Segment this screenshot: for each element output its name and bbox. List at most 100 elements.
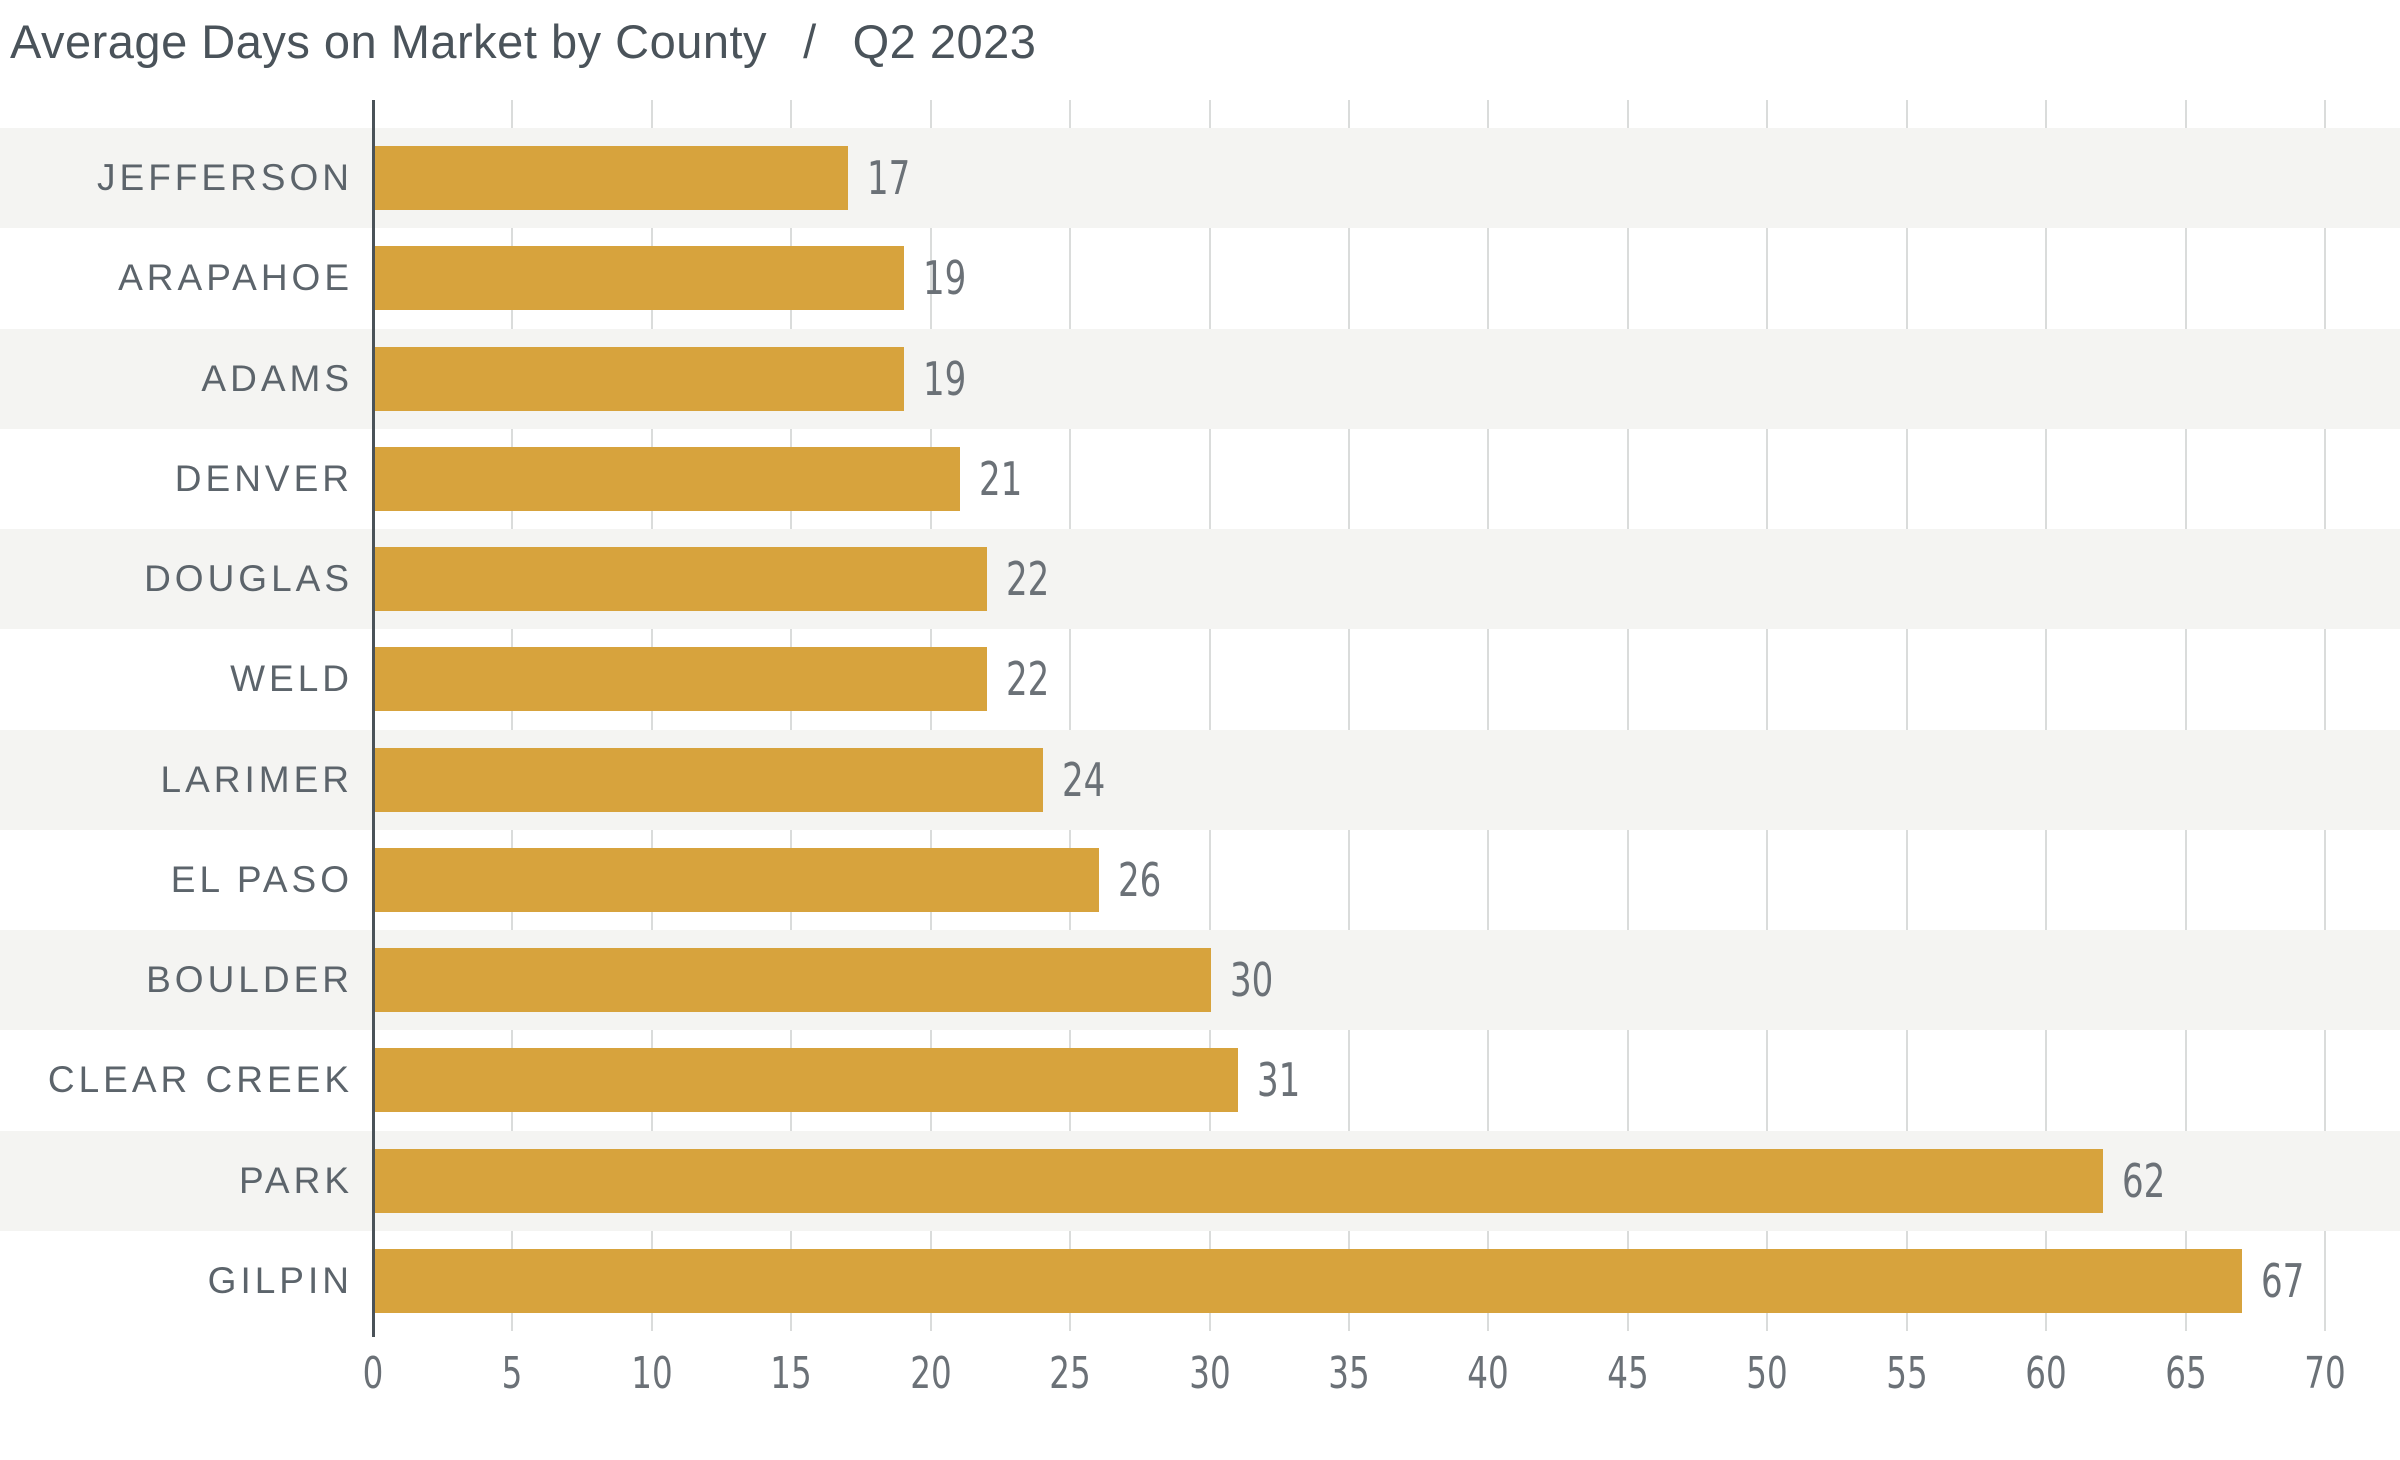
value-label: 30 [1230,930,1289,1030]
gridline [1069,100,1072,1331]
x-tick-label: 40 [1428,1348,1548,1399]
chart-row: ADAMS 19 [0,328,2400,429]
value-text: 22 [1006,552,1050,607]
value-label: 19 [923,228,982,328]
x-tick-label: 10 [592,1348,712,1399]
value-text: 31 [1257,1053,1301,1108]
gridline [511,100,514,1331]
value-text: 26 [1118,852,1162,907]
chart-row: ARAPAHOE 19 [0,228,2400,328]
chart-row: CLEAR CREEK 31 [0,1030,2400,1130]
county-label: JEFFERSON [97,157,353,199]
chart-row: EL PASO 26 [0,830,2400,930]
gridline [1766,100,1769,1331]
x-tick-label: 60 [1986,1348,2106,1399]
value-text: 19 [922,351,967,406]
x-tick-label: 70 [2265,1348,2385,1399]
x-tick-value: 45 [1607,1348,1649,1399]
county-label: LARIMER [160,758,353,800]
bar [374,747,1044,812]
county-label: ARAPAHOE [118,257,353,299]
x-tick-value: 15 [770,1348,813,1399]
x-tick-label: 30 [1150,1348,1270,1399]
x-tick-label: 45 [1568,1348,1688,1399]
value-label: 17 [867,128,926,228]
chart-title-period: Q2 2023 [852,15,1037,68]
gridline [2184,100,2187,1331]
x-tick-label: 5 [452,1348,572,1399]
county-label: PARK [238,1159,353,1201]
county-label: GILPIN [207,1259,353,1301]
x-tick-value: 20 [909,1348,952,1399]
gridline [1208,100,1211,1331]
bar [374,847,1100,912]
value-text: 30 [1229,953,1273,1008]
value-text: 21 [978,451,1022,506]
x-tick-label: 15 [731,1348,851,1399]
bar [374,146,849,210]
value-label: 67 [2261,1231,2320,1331]
value-text: 17 [867,151,911,206]
chart-title: Average Days on Market by County / Q2 20… [10,14,1036,69]
value-label: 24 [1062,730,1121,830]
value-label: 62 [2122,1131,2181,1231]
chart-row: WELD 22 [0,629,2400,729]
gridline [929,100,932,1331]
chart-row: PARK 62 [0,1130,2400,1231]
x-tick-value: 65 [2164,1348,2207,1399]
value-label: 22 [1006,629,1065,729]
value-text: 22 [1006,652,1050,707]
x-axis-line [372,100,375,1337]
gridline [790,100,793,1331]
county-label: CLEAR CREEK [47,1059,353,1101]
gridline [2045,100,2048,1331]
x-tick-value: 55 [1885,1348,1928,1399]
chart-row: LARIMER 24 [0,729,2400,830]
value-label: 22 [1006,529,1065,629]
x-tick-label: 25 [1010,1348,1130,1399]
bar [374,1048,1239,1113]
bar [374,647,988,712]
x-tick-label: 35 [1289,1348,1409,1399]
bar [374,246,904,311]
value-text: 19 [922,251,967,306]
county-label: ADAMS [201,357,353,399]
x-tick-label: 50 [1707,1348,1827,1399]
bar [374,1248,2243,1313]
x-tick-value: 10 [631,1348,673,1399]
x-tick-label: 0 [313,1348,433,1399]
chart-row: DENVER 21 [0,429,2400,529]
chart-row: GILPIN 67 [0,1231,2400,1331]
county-label: EL PASO [170,858,353,900]
bar [374,948,1211,1012]
gridline [1905,100,1908,1331]
value-label: 19 [923,329,982,429]
chart-row: DOUGLAS 22 [0,529,2400,630]
county-label: BOULDER [146,959,353,1001]
bar [374,1148,2103,1213]
value-text: 24 [1062,752,1106,807]
chart-rows: JEFFERSON 17 ARAPAHOE 19 ADAMS 19 DENVER 21 DOUG… [0,128,2400,1331]
x-tick-label: 20 [871,1348,991,1399]
x-tick-label: 55 [1847,1348,1967,1399]
x-tick-value: 35 [1328,1348,1370,1399]
x-tick-value: 0 [362,1348,384,1399]
x-tick-value: 25 [1049,1348,1091,1399]
x-tick-label: 65 [2126,1348,2246,1399]
value-text: 62 [2121,1153,2166,1208]
chart-title-main: Average Days on Market by County [10,15,768,68]
x-tick-value: 70 [2304,1348,2346,1399]
county-label: DENVER [174,457,353,499]
chart-row: JEFFERSON 17 [0,128,2400,229]
gridline [1348,100,1350,1331]
x-tick-value: 30 [1188,1348,1231,1399]
gridline [2324,100,2326,1331]
x-tick-value: 50 [1746,1348,1789,1399]
value-text: 67 [2261,1253,2305,1308]
gridline [1487,100,1490,1331]
value-label: 31 [1257,1030,1316,1130]
county-label: DOUGLAS [144,558,353,600]
county-label: WELD [230,658,353,700]
x-tick-value: 5 [502,1348,523,1399]
